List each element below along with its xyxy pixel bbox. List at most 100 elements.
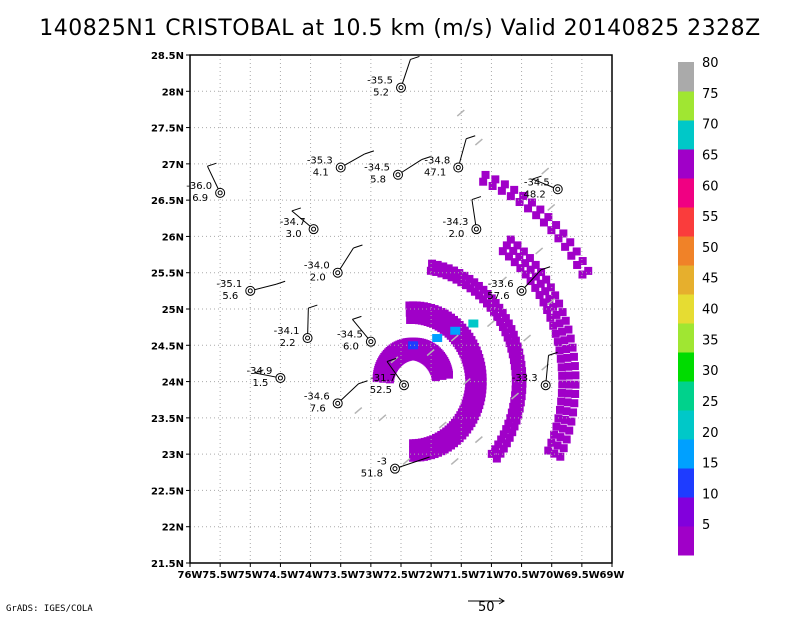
shading-cell — [491, 175, 500, 184]
shading-cell — [501, 328, 510, 337]
shading-cell — [502, 439, 511, 448]
station-ring — [308, 224, 319, 235]
shading-cell — [450, 266, 459, 275]
shading-cell — [556, 433, 565, 442]
y-tick-label: 24N — [162, 378, 184, 389]
shading-cell — [498, 247, 507, 256]
x-tick-label: 72.5W — [383, 570, 419, 581]
shading-cell — [497, 186, 506, 195]
station-wind-speed: 3.0 — [286, 229, 302, 240]
station-center — [217, 190, 223, 196]
station-wind-speed: 4.1 — [313, 167, 329, 178]
shading-cell — [519, 191, 528, 200]
station-ring — [275, 372, 286, 383]
wind-vector — [426, 348, 435, 357]
shading-cell — [543, 305, 552, 314]
colorbar-swatch — [678, 352, 694, 382]
y-tick-label: 25.5N — [151, 269, 184, 280]
colorbar-swatch — [678, 381, 694, 411]
y-axis-ticks: 21.5N 22N 22.5N 23N 23.5N 24N 24.5N 25N 25.5N 26N… — [151, 51, 190, 570]
station-marker: -34.32.0 — [442, 196, 482, 240]
x-tick-label: 69W — [600, 570, 625, 581]
shading-cell — [573, 260, 582, 269]
shading-cell — [509, 330, 518, 339]
shading-cell — [481, 170, 490, 179]
shading-cell — [507, 344, 516, 353]
colorbar-label: 80 — [702, 56, 719, 71]
shading-cell — [569, 408, 578, 417]
shading-cell — [557, 397, 566, 406]
wind-vector — [523, 334, 532, 342]
shading-cell — [492, 454, 501, 463]
wind-speed-shading — [372, 170, 593, 463]
wind-vector — [547, 203, 556, 211]
station-center — [335, 270, 341, 276]
shading-cell — [560, 336, 569, 345]
shading-cell — [564, 371, 573, 380]
shading-cell — [505, 339, 514, 348]
wind-barb-flag — [364, 150, 375, 155]
station-wind-speed: 2.0 — [448, 229, 464, 240]
shading-cell — [524, 204, 533, 213]
station-temperature: -34.1 — [274, 326, 300, 337]
x-tick-label: 71W — [479, 570, 504, 581]
wind-vector — [354, 407, 363, 415]
shading-cell — [432, 334, 443, 343]
shading-cell — [518, 385, 527, 394]
station-wind-speed: 52.5 — [370, 385, 392, 396]
station-temperature: -34.0 — [304, 261, 330, 272]
wind-barb-flag — [291, 207, 301, 212]
y-tick-label: 24.5N — [151, 341, 184, 352]
shading-cell — [539, 298, 548, 307]
station-wind-speed: 2.0 — [310, 273, 326, 284]
shading-cell — [479, 177, 488, 186]
y-tick-label: 23N — [162, 450, 184, 461]
station-ring — [399, 380, 410, 391]
shading-cell — [547, 438, 556, 447]
y-tick-label: 28N — [162, 87, 184, 98]
station-ring — [552, 184, 563, 195]
station-wind-speed: 2.2 — [280, 338, 296, 349]
shading-cell — [569, 352, 578, 361]
station-ring — [332, 267, 343, 278]
colorbar-swatch — [678, 91, 694, 121]
colorbar-label: 10 — [702, 487, 719, 502]
colorbar-swatch — [678, 149, 694, 179]
wind-barb-flag — [466, 135, 476, 140]
station-marker: -35.34.1 — [307, 150, 375, 178]
shading-cell — [502, 241, 511, 250]
shading-cell — [518, 373, 527, 382]
wind-vector — [456, 109, 465, 117]
station-wind-speed: 47.1 — [424, 167, 446, 178]
shading-cell — [537, 268, 546, 277]
station-marker: -33.657.6 — [487, 266, 551, 302]
shading-cell — [512, 416, 521, 425]
wind-vector — [438, 421, 447, 429]
station-marker: -34.02.0 — [304, 244, 363, 284]
station-center — [392, 466, 398, 472]
y-tick-label: 27.5N — [151, 124, 184, 135]
colorbar-label: 15 — [702, 457, 719, 472]
map-title: 140825N1 CRISTOBAL at 10.5 km (m/s) Vali… — [39, 16, 761, 41]
station-ring — [365, 336, 376, 347]
wind-vector — [474, 138, 483, 146]
shading-cell — [527, 198, 536, 207]
station-wind-speed: 1.5 — [253, 378, 269, 389]
shading-cell — [536, 279, 545, 288]
station-temperature: -36.0 — [186, 181, 212, 192]
shading-cell — [566, 334, 575, 343]
wind-vector — [378, 414, 387, 422]
shading-cell — [452, 275, 461, 284]
shading-cell — [470, 287, 479, 296]
shading-cell — [531, 272, 540, 281]
shading-cell — [379, 374, 388, 383]
shading-cell — [504, 252, 513, 261]
shading-cell — [516, 264, 525, 273]
station-marker: -34.91.5 — [247, 366, 286, 389]
colorbar-label: 70 — [702, 118, 719, 133]
shading-cell — [513, 342, 522, 351]
shading-cell — [557, 388, 566, 397]
station-center — [277, 375, 283, 381]
x-tick-label: 70.5W — [504, 570, 540, 581]
station-wind-speed: 5.2 — [373, 88, 389, 99]
